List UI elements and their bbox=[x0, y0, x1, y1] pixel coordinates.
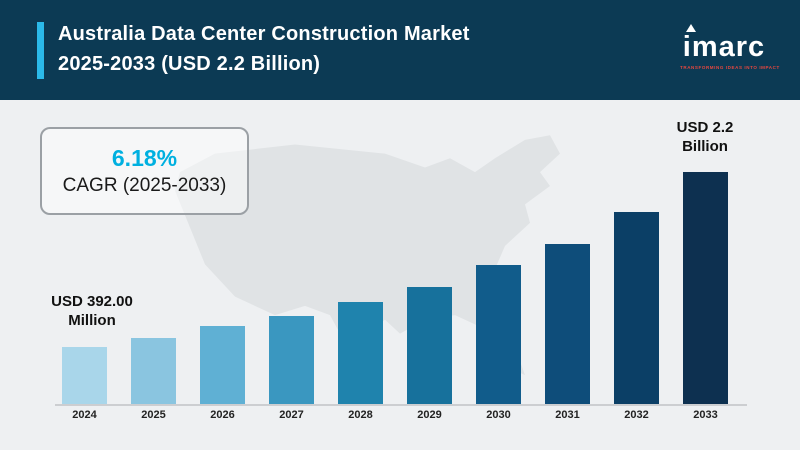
imarc-logo: imarc TRANSFORMING IDEAS INTO IMPACT bbox=[680, 24, 780, 70]
bar-2024 bbox=[62, 347, 107, 404]
bar-2025 bbox=[131, 338, 176, 404]
cagr-label: CAGR (2025-2033) bbox=[62, 175, 227, 196]
cagr-callout-box: 6.18% CAGR (2025-2033) bbox=[40, 127, 249, 215]
bar-column-2024: 2024 bbox=[62, 347, 107, 422]
bar-2027 bbox=[269, 316, 314, 404]
bar-column-2032: 2032 bbox=[614, 212, 659, 422]
bar-column-2029: 2029 bbox=[407, 287, 452, 422]
bar-2029 bbox=[407, 287, 452, 404]
page-title: Australia Data Center Construction Marke… bbox=[58, 19, 470, 79]
first-bar-value-line1: USD 392.00 bbox=[51, 293, 133, 310]
year-label-2032: 2032 bbox=[624, 409, 649, 421]
bar-2028 bbox=[338, 302, 383, 404]
bar-2031 bbox=[545, 244, 590, 404]
last-bar-value-line2: Billion bbox=[682, 138, 728, 155]
header-band: Australia Data Center Construction Marke… bbox=[0, 0, 800, 100]
bar-column-2025: 2025 bbox=[131, 338, 176, 422]
logo-tagline: TRANSFORMING IDEAS INTO IMPACT bbox=[680, 65, 780, 70]
year-label-2025: 2025 bbox=[141, 409, 166, 421]
bar-2032 bbox=[614, 212, 659, 404]
year-label-2031: 2031 bbox=[555, 409, 580, 421]
bar-column-2033: 2033 bbox=[683, 172, 728, 422]
year-label-2028: 2028 bbox=[348, 409, 373, 421]
last-bar-value-line1: USD 2.2 bbox=[676, 119, 734, 136]
bar-chart: 2024 2025 2026 2027 2028 2029 2030 2031 2032 2033 bbox=[62, 172, 728, 422]
cagr-value: 6.18% bbox=[111, 145, 178, 171]
x-axis-line bbox=[55, 404, 747, 406]
bar-column-2031: 2031 bbox=[545, 244, 590, 422]
bar-column-2026: 2026 bbox=[200, 326, 245, 422]
bar-column-2027: 2027 bbox=[269, 316, 314, 422]
year-label-2027: 2027 bbox=[279, 409, 304, 421]
usa-map-silhouette bbox=[175, 135, 560, 376]
title-accent-bar bbox=[37, 22, 44, 79]
first-bar-value-line2: Million bbox=[68, 312, 116, 329]
last-bar-value-label: USD 2.2 Billion bbox=[645, 118, 765, 156]
year-label-2029: 2029 bbox=[417, 409, 442, 421]
year-label-2033: 2033 bbox=[693, 409, 718, 421]
year-label-2026: 2026 bbox=[210, 409, 235, 421]
logo-triangle-icon bbox=[686, 24, 696, 32]
year-label-2024: 2024 bbox=[72, 409, 97, 421]
bar-2030 bbox=[476, 265, 521, 404]
year-label-2030: 2030 bbox=[486, 409, 511, 421]
first-bar-value-label: USD 392.00 Million bbox=[32, 292, 152, 330]
bar-2033 bbox=[683, 172, 728, 404]
page-title-line2: 2025-2033 (USD 2.2 Billion) bbox=[58, 53, 321, 75]
page-title-line1: Australia Data Center Construction Marke… bbox=[58, 23, 470, 45]
logo-text: imarc bbox=[682, 31, 766, 63]
bar-2026 bbox=[200, 326, 245, 404]
bar-column-2028: 2028 bbox=[338, 302, 383, 422]
bar-column-2030: 2030 bbox=[476, 265, 521, 422]
